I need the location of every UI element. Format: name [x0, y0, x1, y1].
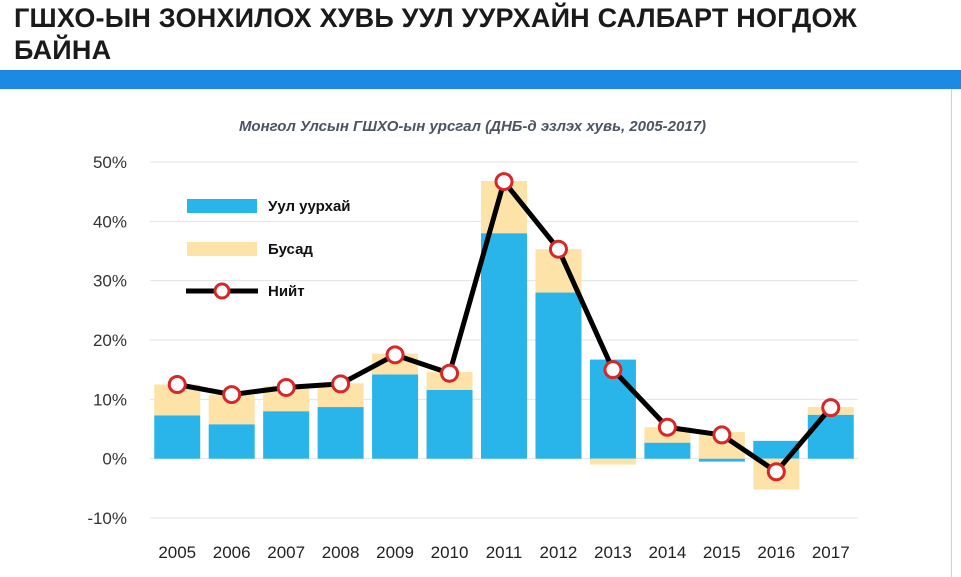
bar-mining [481, 233, 527, 459]
y-tick-label: 40% [93, 212, 127, 231]
bar-mining [535, 292, 582, 459]
x-tick-label: 2010 [431, 543, 469, 562]
bar-mining [644, 442, 691, 459]
total-marker [548, 239, 568, 259]
x-tick-label: 2012 [540, 543, 578, 562]
y-tick-label: 0% [102, 450, 127, 469]
x-tick-label: 2013 [594, 543, 632, 562]
total-marker [657, 417, 677, 437]
y-tick-label: 50% [93, 153, 127, 172]
x-tick-label: 2016 [757, 543, 795, 562]
y-tick-label: 10% [93, 390, 127, 409]
chart-title: Монгол Улсын ГШХО-ын урсгал (ДНБ-д эзлэх… [238, 118, 707, 135]
total-marker [385, 345, 405, 365]
bar-mining [317, 407, 364, 459]
y-axis-ticks: -10% 0% 10% 20% 30% 40% 50% [87, 153, 127, 528]
legend-swatch [187, 242, 257, 256]
x-tick-label: 2011 [486, 543, 523, 562]
bar-mining [154, 415, 201, 459]
bar-mining [372, 374, 419, 459]
bar-mining [263, 411, 310, 459]
bar-other [589, 458, 636, 465]
total-marker [494, 172, 514, 192]
total-marker [331, 374, 351, 394]
bar-mining [753, 440, 800, 459]
chart-frame [0, 89, 952, 577]
total-marker [276, 377, 296, 397]
x-tick-label: 2014 [648, 543, 686, 562]
y-tick-label: 30% [93, 272, 127, 291]
x-tick-label: 2009 [376, 543, 414, 562]
legend: Уул уурхай Бусад Нийт [186, 198, 351, 300]
legend-label: Нийт [268, 283, 305, 300]
x-tick-label: 2006 [213, 543, 251, 562]
x-axis-ticks: 2005 2006 2007 2008 2009 2010 2011 2012 2013 2014… [158, 543, 849, 562]
total-marker [440, 363, 460, 383]
y-tick-label: -10% [87, 509, 127, 528]
x-tick-label: 2017 [812, 543, 850, 562]
bar-mining [208, 424, 255, 459]
x-tick-label: 2005 [158, 543, 196, 562]
x-tick-label: 2007 [267, 543, 305, 562]
bar-other [317, 383, 364, 408]
legend-marker [213, 282, 231, 300]
bar-mining [807, 414, 854, 459]
x-tick-label: 2015 [703, 543, 741, 562]
total-marker [603, 360, 623, 380]
total-marker [766, 462, 786, 482]
x-tick-label: 2008 [322, 543, 360, 562]
bar-mining [698, 458, 745, 462]
legend-swatch [187, 199, 257, 213]
legend-label: Бусад [268, 241, 313, 258]
total-marker [222, 385, 242, 405]
bar-mining [426, 389, 473, 459]
total-marker [167, 375, 187, 394]
y-tick-label: 20% [93, 331, 127, 350]
total-marker [712, 425, 732, 445]
bar-series [154, 180, 854, 490]
total-line-series [167, 172, 841, 482]
legend-label: Уул уурхай [268, 198, 351, 215]
total-marker [821, 398, 841, 418]
page-title: ГШХО-ЫН ЗОНХИЛОХ ХУВЬ УУЛ УУРХАЙН САЛБАР… [14, 3, 857, 65]
accent-bar [0, 70, 961, 89]
